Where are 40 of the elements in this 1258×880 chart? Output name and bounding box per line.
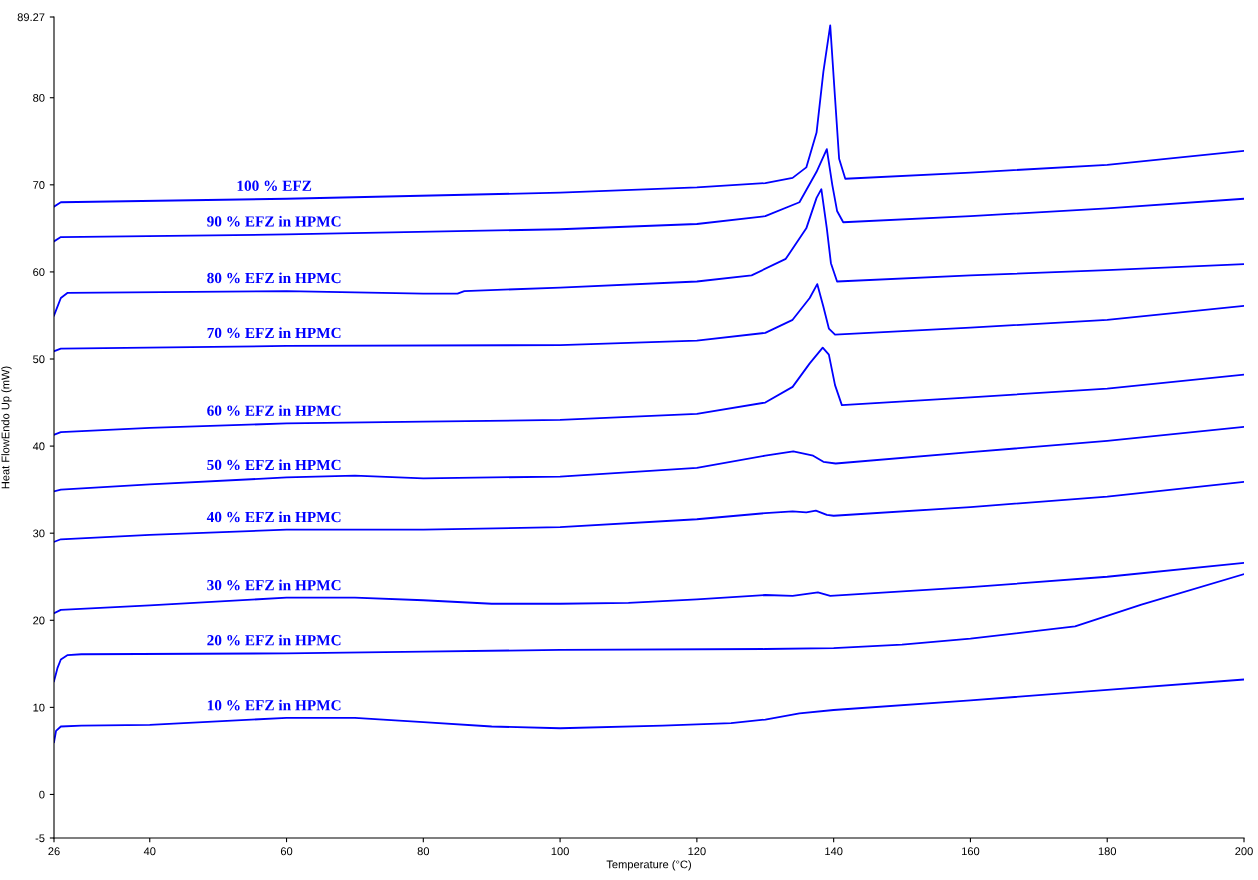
- line-series: [54, 561, 1244, 615]
- x-tick-label: 80: [417, 847, 430, 856]
- x-tick-label: 120: [688, 847, 706, 856]
- line-series: [54, 283, 1244, 353]
- y-axis-title: Heat FlowEndo Up (mW): [1, 366, 12, 489]
- x-axis-title: Temperature (°C): [606, 860, 691, 871]
- line-series: [54, 426, 1244, 493]
- line-series: [54, 148, 1244, 243]
- series-label: 40 % EFZ in HPMC: [206, 511, 341, 523]
- series-label: 60 % EFZ in HPMC: [207, 405, 341, 416]
- series-label: 70 % EFZ in HPMC: [207, 327, 341, 339]
- y-tick-label: 40: [32, 442, 45, 451]
- series-label: 80 % EFZ in HPMC: [207, 272, 341, 284]
- y-tick-label: 80: [33, 94, 45, 102]
- y-tick-label: 0: [39, 790, 45, 799]
- y-tick-label: 10: [33, 703, 45, 712]
- x-tick-label: 26: [48, 847, 60, 856]
- line-series: [54, 24, 1244, 208]
- x-tick-label: 160: [962, 847, 980, 856]
- y-tick-label: 30: [33, 529, 45, 538]
- x-tick-label: 140: [825, 847, 843, 856]
- line-series: [54, 480, 1244, 543]
- x-tick-label: 40: [143, 847, 156, 856]
- y-tick-label: 60: [33, 268, 45, 277]
- series-label: 20 % EFZ in HPMC: [207, 634, 341, 646]
- y-tick-label: 50: [33, 355, 45, 364]
- series-label: 50 % EFZ in HPMC: [207, 459, 341, 471]
- series-label: 100 % EFZ: [237, 180, 312, 191]
- x-tick-label: 100: [551, 847, 569, 856]
- y-tick-label: -5: [35, 834, 45, 843]
- x-tick-label: 60: [280, 847, 293, 856]
- x-tick-label: 200: [1235, 847, 1253, 856]
- y-tick-label: 20: [33, 616, 45, 625]
- x-tick-label: 180: [1098, 847, 1117, 856]
- line-series: [54, 346, 1244, 436]
- y-tick-label: 70: [33, 181, 45, 189]
- series-label: 10 % EFZ in HPMC: [207, 699, 341, 711]
- series-label: 90 % EFZ in HPMC: [207, 215, 341, 227]
- series-label: 30 % EFZ in HPMC: [207, 579, 341, 591]
- y-tick-label: 89.27: [17, 13, 45, 22]
